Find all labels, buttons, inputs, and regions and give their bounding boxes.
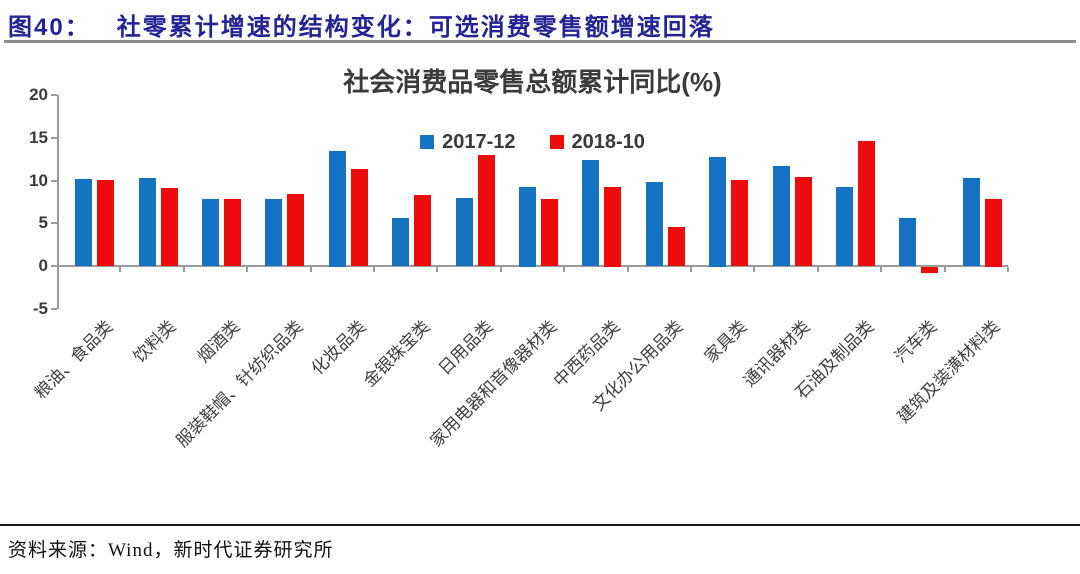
bar-2017-12 <box>75 178 92 266</box>
bar-2018-10 <box>97 179 114 266</box>
y-tick-label: -5 <box>32 299 48 318</box>
y-axis-tick <box>51 222 57 224</box>
figure-title: 社零累计增速的结构变化：可选消费零售额增速回落 <box>116 14 715 41</box>
x-axis-tick <box>310 267 312 272</box>
chart-title: 社会消费品零售总额累计同比(%) <box>343 67 722 97</box>
x-axis-tick <box>1007 267 1009 272</box>
x-axis-labels: 粮油、食品类 饮料类 烟酒类 服装鞋帽、针纺织品类 化妆品类 金银珠宝类 日用品类 家用电器和… <box>31 313 1008 518</box>
bar-2018-10 <box>478 154 495 266</box>
bar-2018-10 <box>985 198 1002 267</box>
bar-2017-12 <box>646 182 663 267</box>
x-axis-tick <box>817 267 819 272</box>
legend-item-2018-10: 2018-10 <box>549 130 645 154</box>
bar-2018-10 <box>351 169 368 267</box>
y-tick-label: 20 <box>29 85 48 104</box>
y-axis-tick <box>51 308 57 310</box>
footer-divider <box>0 524 1080 526</box>
x-axis-tick <box>563 267 565 272</box>
y-axis-labels: 20 15 10 5 0 -5 <box>0 60 48 360</box>
bar-2018-10 <box>668 226 685 266</box>
x-axis-tick <box>880 267 882 272</box>
chart-area: 社会消费品零售总额累计同比(%) 2017-12 2018-10 20 15 10 5 0… <box>0 60 1080 522</box>
figure-header: 图40： 社零累计增速的结构变化：可选消费零售额增速回落 <box>8 7 715 42</box>
bar-2017-12 <box>709 156 726 267</box>
bar-2017-12 <box>773 166 790 267</box>
x-axis-tick <box>119 267 121 272</box>
y-tick-label: 10 <box>29 170 48 190</box>
bar-2017-12 <box>139 178 156 267</box>
legend-label: 2017-12 <box>442 130 516 153</box>
source-note: 资料来源：Wind，新时代证券研究所 <box>8 540 334 561</box>
bar-2017-12 <box>329 150 346 267</box>
bar-2017-12 <box>265 199 282 267</box>
y-axis-line <box>57 95 59 309</box>
x-axis-tick <box>500 267 502 272</box>
x-axis-tick <box>627 267 629 272</box>
bar-2017-12 <box>582 160 599 267</box>
y-axis-tick <box>51 180 57 182</box>
x-axis-tick <box>690 267 692 272</box>
figure-number-label: 图40： <box>8 14 91 41</box>
bar-2017-12 <box>519 186 536 267</box>
bar-2017-12 <box>392 218 409 267</box>
bar-2018-10 <box>858 141 875 267</box>
x-axis-tick <box>183 267 185 272</box>
legend-item-2017-12: 2017-12 <box>420 130 516 154</box>
bar-2018-10 <box>414 195 431 267</box>
y-axis-tick <box>51 265 57 267</box>
bar-2018-10 <box>287 194 304 267</box>
bar-2018-10 <box>224 199 241 267</box>
legend-swatch-icon <box>549 135 564 149</box>
header-divider <box>4 40 1076 43</box>
bar-2017-12 <box>456 197 473 266</box>
bar-2018-10 <box>921 267 938 274</box>
bar-2017-12 <box>836 187 853 267</box>
bar-2017-12 <box>963 178 980 267</box>
bar-2018-10 <box>541 199 558 267</box>
y-axis-tick <box>51 137 57 139</box>
legend-swatch-icon <box>420 135 435 149</box>
bar-2017-12 <box>202 199 219 267</box>
bar-2018-10 <box>795 177 812 267</box>
y-tick-label: 5 <box>38 213 48 233</box>
bar-2018-10 <box>604 186 621 267</box>
x-axis-tick <box>373 267 375 272</box>
x-axis-tick <box>944 267 946 272</box>
y-axis-tick <box>51 94 57 96</box>
x-axis-tick <box>753 267 755 272</box>
plot-area <box>51 94 1009 310</box>
y-tick-label: 15 <box>29 127 48 147</box>
bar-2018-10 <box>731 179 748 266</box>
bar-2018-10 <box>161 188 178 267</box>
legend-label: 2018-10 <box>571 130 645 153</box>
x-axis-tick <box>436 267 438 272</box>
bar-2017-12 <box>899 218 916 267</box>
x-axis-tick <box>246 267 248 272</box>
y-tick-label: 0 <box>38 256 48 276</box>
chart-legend: 2017-12 2018-10 <box>57 130 1008 154</box>
